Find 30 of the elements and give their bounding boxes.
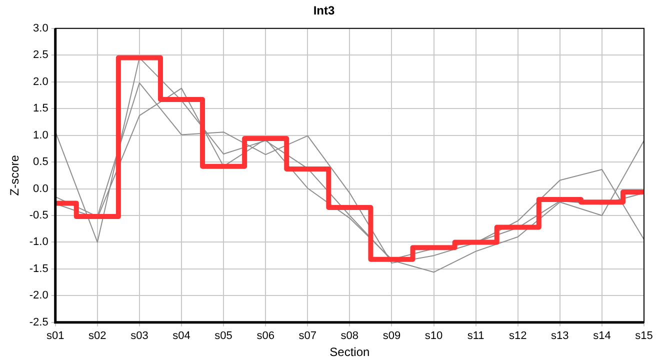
y-tick-label: 1.0 — [33, 129, 48, 142]
x-axis-title: Section — [330, 345, 370, 360]
y-tick-label: 0.0 — [33, 182, 48, 195]
y-tick-label: -1.5 — [29, 262, 48, 275]
x-tick-label: s03 — [130, 330, 148, 342]
x-tick-label: s05 — [214, 330, 232, 342]
x-tick-label: s10 — [424, 330, 443, 342]
x-tick-label: s14 — [593, 330, 611, 342]
y-tick-label: 2.0 — [33, 76, 48, 88]
x-tick-label: s09 — [382, 330, 401, 342]
x-tick-label: s15 — [635, 330, 653, 342]
y-tick-label: -2.5 — [29, 316, 48, 328]
x-tick-label: s12 — [508, 330, 527, 342]
y-tick-label: 2.5 — [33, 49, 48, 62]
y-tick-label: -1.0 — [29, 236, 48, 248]
x-tick-label: s07 — [298, 330, 317, 342]
y-tick-label: -0.5 — [29, 210, 48, 222]
y-tick-label: 3.0 — [33, 22, 48, 34]
y-tick-label: 0.5 — [33, 156, 48, 168]
y-tick-label: -2.0 — [29, 290, 48, 302]
x-tick-label: s06 — [256, 330, 274, 342]
x-tick-label: s04 — [172, 330, 190, 342]
x-tick-label: s01 — [46, 330, 64, 342]
chart-title: Int3 — [313, 4, 335, 18]
x-tick-label: s13 — [551, 330, 569, 342]
x-tick-label: s02 — [88, 330, 106, 342]
x-tick-label: s08 — [340, 330, 359, 342]
x-tick-label: s11 — [467, 330, 484, 342]
y-axis-title: Z-score — [8, 154, 22, 196]
y-tick-label: 1.5 — [33, 102, 48, 115]
